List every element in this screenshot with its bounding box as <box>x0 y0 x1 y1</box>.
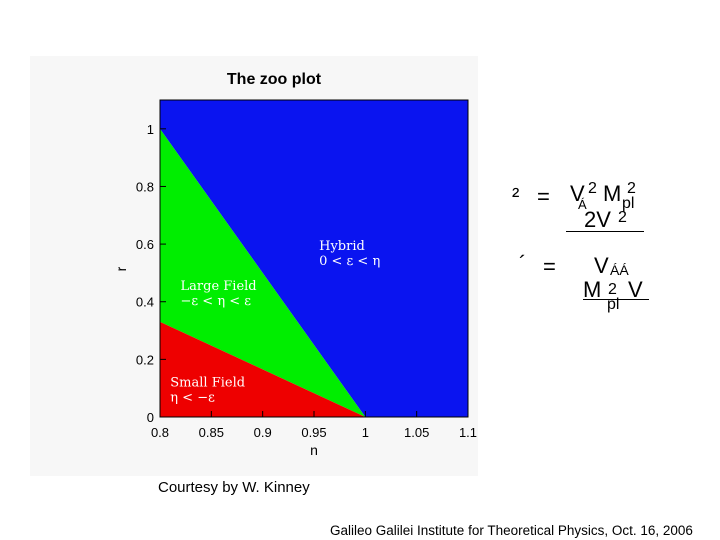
chart-title: The zoo plot <box>227 71 322 88</box>
region-condition-small-field: η < −ε <box>170 391 215 406</box>
y-tick-label: 0.8 <box>136 179 154 194</box>
x-axis-label: n <box>310 442 318 458</box>
x-tick-label: 1.1 <box>459 425 477 440</box>
eq1-equals: = <box>537 184 550 209</box>
y-tick-label: 1 <box>147 122 154 137</box>
region-label-large-field: Large Field <box>181 279 257 294</box>
courtesy-caption: Courtesy by W. Kinney <box>158 479 310 496</box>
eq1-num-v: V <box>570 181 585 206</box>
eq2-fraction-bar <box>583 299 649 300</box>
eq2-den-m: M <box>583 277 602 302</box>
eq2-equals: = <box>543 254 556 279</box>
eq2-num-v: V <box>594 253 609 278</box>
y-tick-label: 0.6 <box>136 237 154 252</box>
x-tick-label: 1 <box>362 425 369 440</box>
region-label-hybrid: Hybrid <box>319 239 365 254</box>
eq2-den-exp: 2 <box>608 281 617 298</box>
eq1-den-exp: 2 <box>618 209 627 226</box>
eq1-den: 2V <box>584 207 611 232</box>
region-small-field <box>160 321 366 417</box>
y-tick-label: 0.2 <box>136 352 154 367</box>
region-label-small-field: Small Field <box>170 376 245 391</box>
eq2-num-v-sub: ÁÁ <box>610 262 629 278</box>
region-condition-large-field: −ε < η < ε <box>181 294 252 309</box>
region-condition-hybrid: 0 < ε < η <box>319 254 380 269</box>
x-tick-label: 0.85 <box>199 425 224 440</box>
x-tick-label: 0.95 <box>301 425 326 440</box>
plot-frame <box>159 99 469 418</box>
eq2-den-v: V <box>628 277 643 302</box>
eq2-lhs: ´ <box>519 251 527 276</box>
zoo-plot-panel: The zoo plot Hybrid 0 < ε < η Large Field −… <box>30 56 478 476</box>
region-hybrid <box>160 100 468 417</box>
eq1-num-v-exp: 2 <box>588 180 597 197</box>
eq1-num-m: M <box>603 181 622 206</box>
x-tick-label: 1.05 <box>404 425 429 440</box>
y-tick-label: 0 <box>147 410 154 425</box>
eq1-num-m-sub: pl <box>622 195 635 212</box>
y-tick-label: 0.4 <box>136 295 154 310</box>
x-tick-label: 0.9 <box>254 425 272 440</box>
eq2-den-sub: pl <box>607 296 620 313</box>
eq1-lhs: ² <box>512 183 520 208</box>
eq1-num-m-exp: 2 <box>627 180 636 197</box>
eq1-num-v-sub: Á <box>578 197 587 212</box>
x-tick-label: 0.8 <box>151 425 169 440</box>
footer-text: Galileo Galilei Institute for Theoretica… <box>330 523 693 538</box>
y-axis-label: r <box>113 266 129 271</box>
eq1-fraction-bar <box>566 231 644 232</box>
